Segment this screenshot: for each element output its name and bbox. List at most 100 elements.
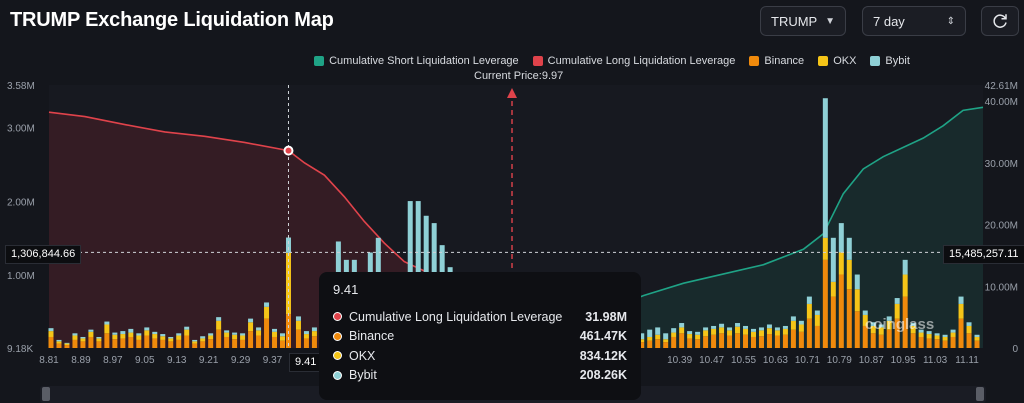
right-axis-tick: 42.61M — [985, 81, 1018, 92]
bybit-bar — [838, 223, 844, 253]
tooltip-label: Cumulative Long Liquidation Leverage — [349, 309, 563, 324]
bybit-bar — [942, 334, 948, 337]
okx-bar — [798, 324, 804, 332]
binance-bar — [671, 336, 677, 348]
binance-bar — [248, 331, 254, 348]
legend-item[interactable]: Cumulative Short Liquidation Leverage — [314, 55, 519, 67]
bybit-bar — [774, 327, 780, 331]
legend-item[interactable]: Cumulative Long Liquidation Leverage — [532, 55, 736, 67]
refresh-icon — [993, 14, 1007, 28]
bybit-bar — [264, 302, 270, 307]
okx-bar — [160, 336, 166, 340]
scroll-handle-right[interactable] — [976, 387, 984, 401]
bybit-bar — [48, 328, 54, 332]
bybit-bar — [727, 327, 733, 331]
binance-bar — [104, 333, 110, 348]
x-axis-tick: 9.13 — [167, 355, 187, 366]
binance-bar — [311, 336, 317, 348]
legend-label: Cumulative Long Liquidation Leverage — [547, 55, 736, 67]
coinglass-watermark: coinglass — [865, 316, 935, 333]
binance-bar — [160, 339, 166, 348]
bybit-bar — [743, 325, 749, 329]
okx-bar — [176, 335, 182, 340]
okx-bar — [926, 334, 932, 339]
binance-bar — [663, 342, 669, 348]
bybit-bar — [886, 316, 892, 321]
x-axis-tick: 8.97 — [103, 355, 123, 366]
okx-bar — [774, 330, 780, 336]
binance-bar — [854, 311, 860, 348]
bybit-bar — [854, 274, 860, 290]
okx-bar — [128, 332, 134, 337]
okx-bar — [295, 320, 301, 330]
bybit-bar — [168, 336, 174, 339]
right-cursor-value: 15,485,257.11 — [943, 245, 1024, 264]
bybit-bar — [966, 322, 972, 326]
legend-item[interactable]: Binance — [749, 55, 804, 67]
bybit-bar — [112, 332, 118, 335]
caret-down-icon: ▼ — [825, 15, 835, 27]
okx-bar — [790, 320, 796, 330]
binance-bar — [272, 336, 278, 348]
range-select[interactable]: 7 day ⇕ — [862, 6, 966, 36]
okx-bar — [735, 326, 741, 334]
okx-bar — [878, 327, 884, 335]
okx-bar — [272, 331, 278, 337]
x-axis-tick: 10.95 — [891, 355, 916, 366]
bybit-bar — [80, 336, 86, 339]
okx-bar — [687, 334, 693, 339]
bybit-bar — [232, 332, 238, 335]
binance-bar — [48, 336, 54, 348]
scroll-handle-left[interactable] — [42, 387, 50, 401]
bybit-bar — [750, 328, 756, 332]
bybit-bar — [72, 333, 78, 336]
okx-bar — [192, 341, 198, 344]
okx-bar — [104, 324, 110, 334]
refresh-button[interactable] — [981, 6, 1019, 36]
binance-bar — [950, 336, 956, 348]
binance-bar — [295, 329, 301, 348]
binance-bar — [72, 339, 78, 348]
legend-swatch — [532, 56, 543, 66]
bybit-bar — [335, 241, 341, 282]
binance-bar — [240, 339, 246, 348]
okx-bar — [208, 335, 214, 340]
symbol-select[interactable]: TRUMP ▼ — [760, 6, 846, 36]
binance-bar — [687, 338, 693, 348]
bybit-bar — [351, 259, 357, 275]
bybit-bar — [719, 323, 725, 328]
x-axis-tick: 10.87 — [859, 355, 884, 366]
binance-bar — [750, 336, 756, 348]
legend-item[interactable]: OKX — [818, 55, 856, 67]
okx-bar — [48, 331, 54, 337]
binance-bar — [830, 296, 836, 348]
okx-bar — [695, 334, 701, 340]
binance-bar — [280, 340, 285, 348]
bybit-bar — [136, 333, 142, 336]
binance-bar — [679, 333, 685, 348]
tooltip-row: Cumulative Long Liquidation Leverage 31.9… — [333, 307, 627, 327]
bybit-bar — [798, 320, 804, 325]
bybit-bar — [926, 331, 932, 335]
binance-bar — [926, 338, 932, 348]
tooltip-dot — [333, 351, 342, 361]
x-axis-tick: 11.03 — [923, 355, 948, 366]
binance-bar — [814, 325, 820, 348]
okx-bar — [112, 334, 118, 340]
binance-bar — [974, 340, 980, 348]
binance-bar — [56, 343, 62, 348]
okx-bar — [758, 330, 764, 337]
bybit-bar — [958, 296, 964, 304]
binance-bar — [232, 339, 238, 348]
bybit-bar — [647, 329, 653, 337]
binance-bar — [727, 335, 733, 348]
bybit-bar — [655, 327, 661, 335]
legend-label: Bybit — [885, 55, 910, 67]
binance-bar — [120, 338, 126, 348]
legend-item[interactable]: Bybit — [870, 55, 910, 67]
okx-bar — [136, 335, 142, 340]
binance-bar — [743, 334, 749, 348]
tooltip-value: 31.98M — [585, 309, 627, 324]
binance-bar — [822, 259, 828, 348]
legend-label: Binance — [764, 55, 805, 67]
